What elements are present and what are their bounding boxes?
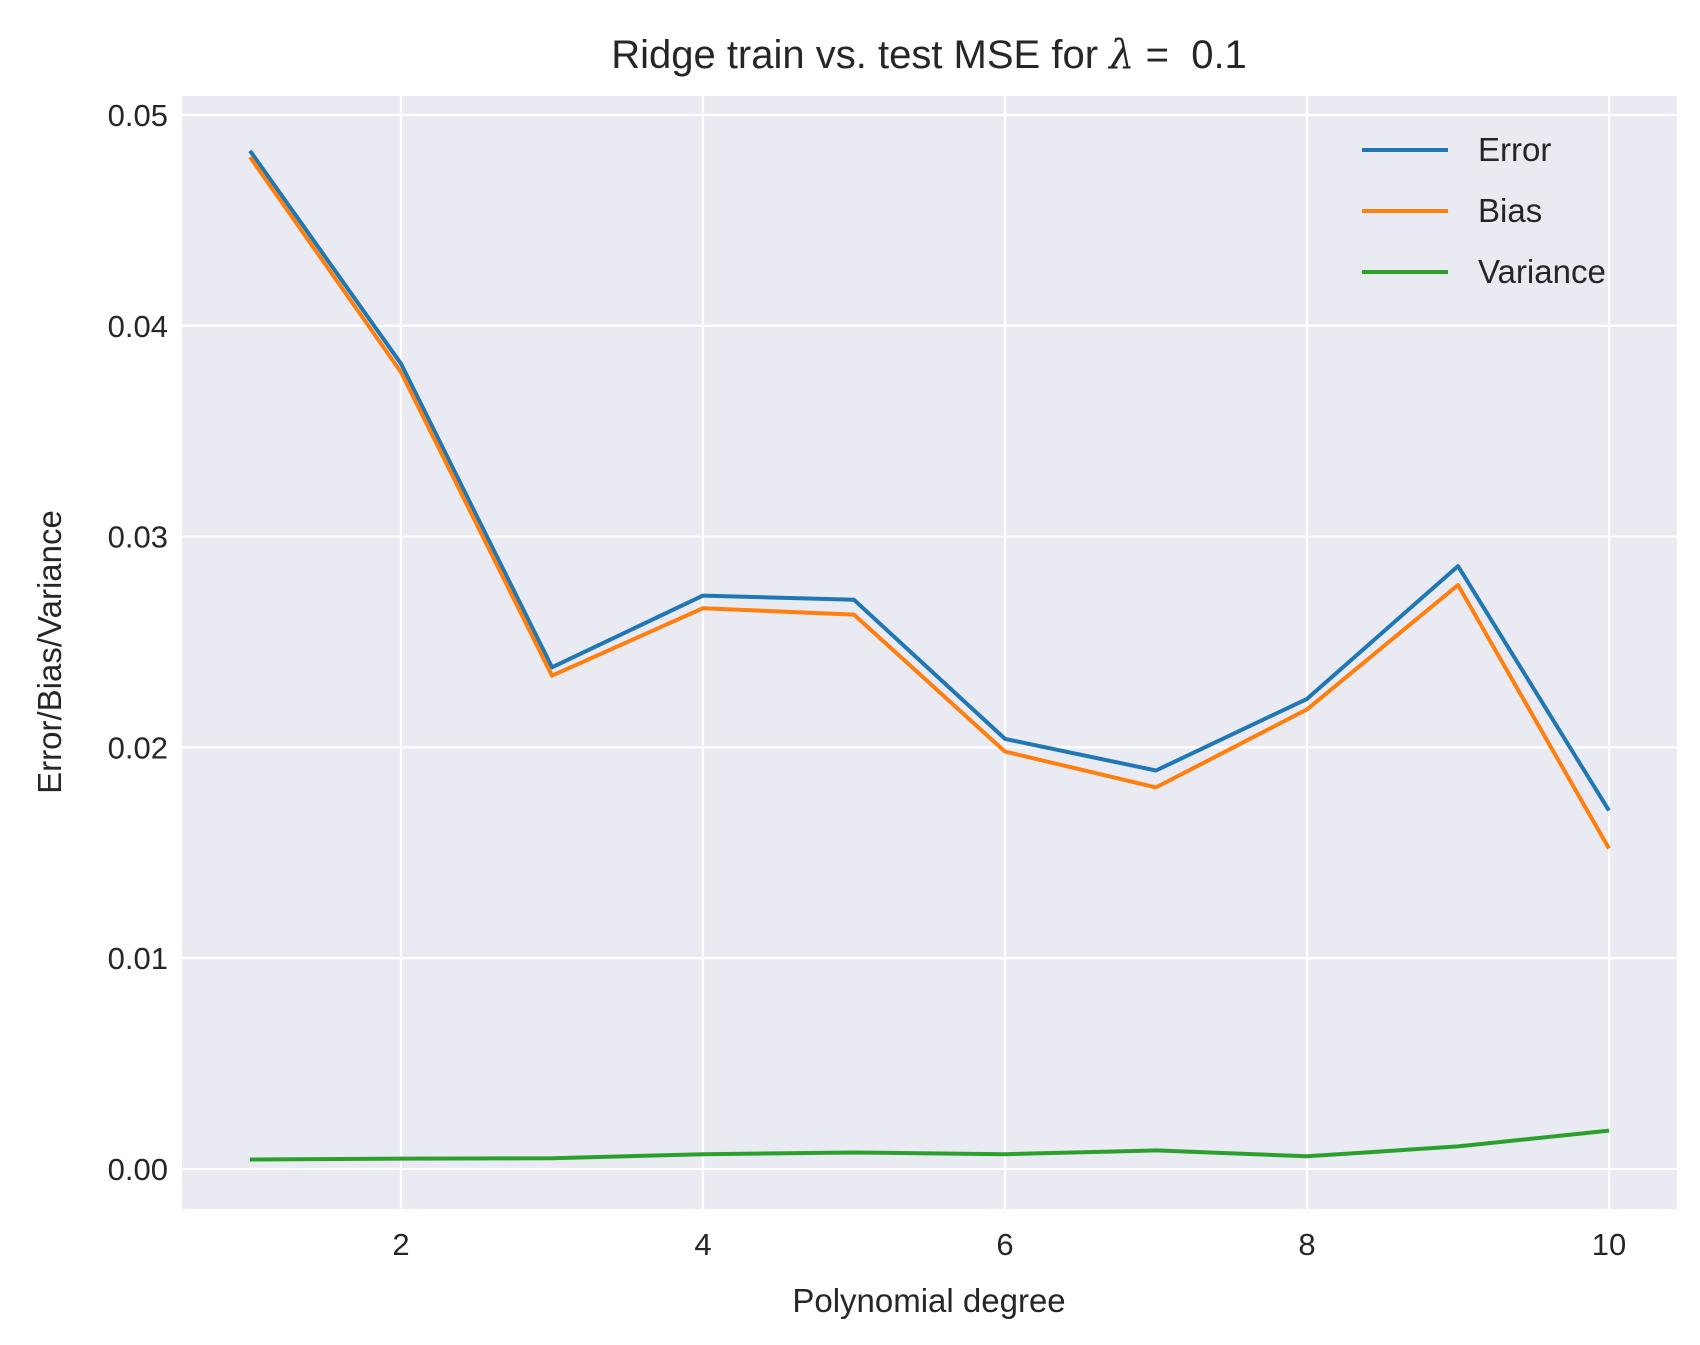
y-tick-label: 0.02 [108, 730, 168, 765]
chart-title-lambda: λ [1107, 32, 1134, 78]
x-axis-label: Polynomial degree [792, 1282, 1065, 1319]
legend-label-error: Error [1478, 131, 1551, 168]
chart-title: Ridge train vs. test MSE for λ = 0.1 [611, 32, 1247, 78]
x-tick-label: 4 [694, 1227, 711, 1262]
y-tick-label: 0.01 [108, 941, 168, 976]
y-tick-label: 0.04 [108, 309, 168, 344]
y-gridlines [182, 113, 1677, 1171]
x-tick-label: 10 [1592, 1227, 1626, 1262]
legend-label-bias: Bias [1478, 192, 1542, 229]
series-line-error [248, 149, 1611, 812]
x-tick-label: 8 [1298, 1227, 1315, 1262]
series-line-bias [248, 155, 1611, 850]
y-tick-labels: 0.00 0.01 0.02 0.03 0.04 0.05 [108, 98, 168, 1187]
y-tick-label: 0.05 [108, 98, 168, 133]
y-axis-label: Error/Bias/Variance [31, 510, 68, 794]
x-gridlines [399, 96, 1611, 1209]
y-tick-label: 0.00 [108, 1152, 168, 1187]
chart-title-prefix: Ridge train vs. test MSE for [611, 33, 1109, 77]
legend: Error Bias Variance [1362, 131, 1606, 290]
chart-title-suffix: = 0.1 [1135, 33, 1247, 77]
series-line-variance [249, 1128, 1610, 1162]
plot-background [182, 96, 1677, 1209]
x-tick-labels: 2 4 6 8 10 [392, 1227, 1626, 1262]
x-tick-label: 2 [392, 1227, 409, 1262]
legend-label-variance: Variance [1478, 253, 1606, 290]
y-tick-label: 0.03 [108, 520, 168, 555]
series-lines [248, 149, 1611, 1162]
x-tick-label: 6 [996, 1227, 1013, 1262]
